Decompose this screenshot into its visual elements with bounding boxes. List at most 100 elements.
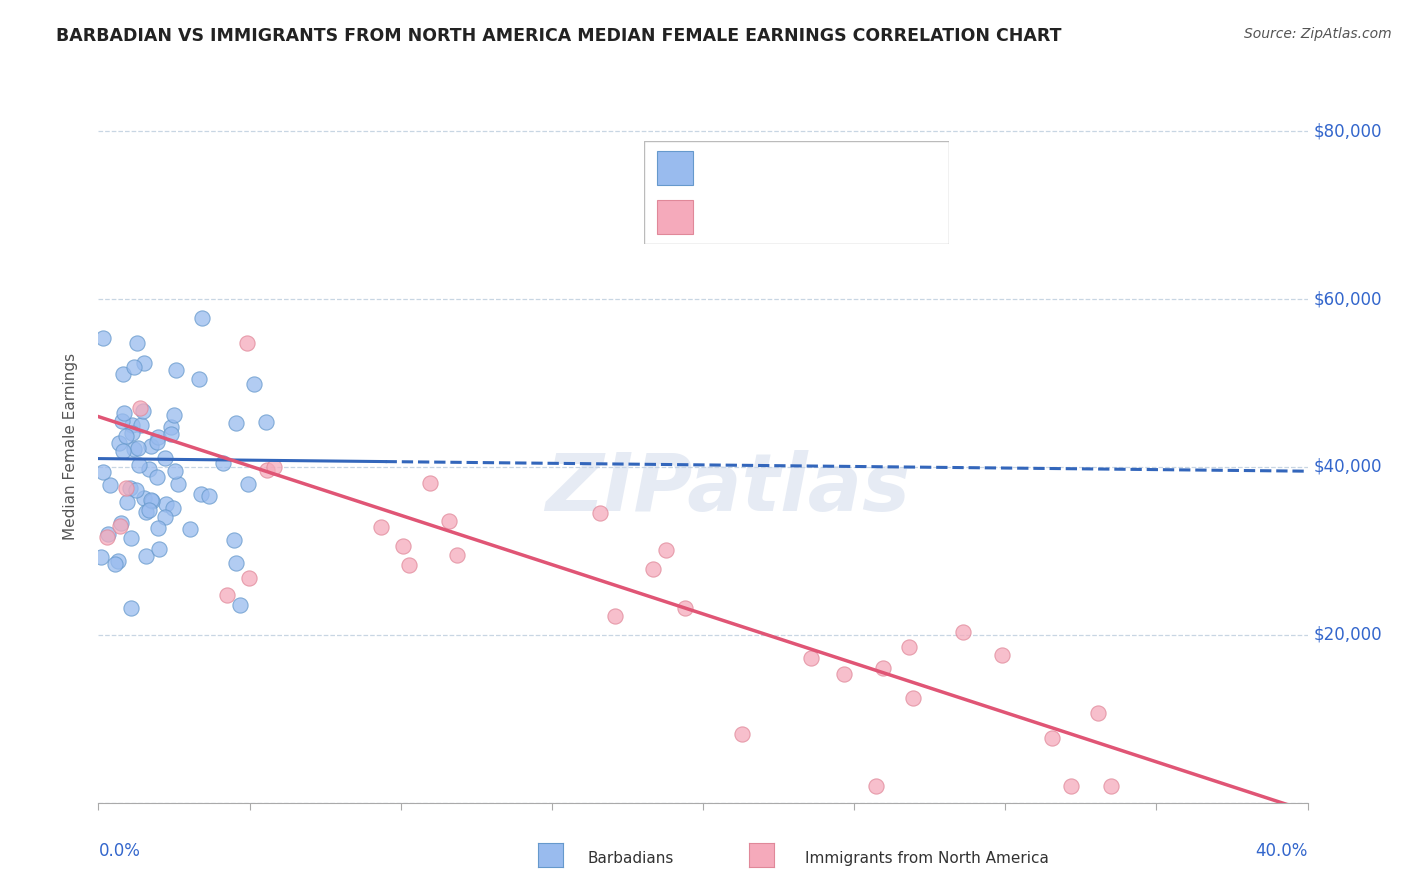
Point xyxy=(108,518,131,533)
Point xyxy=(243,376,266,391)
Point xyxy=(1087,706,1109,720)
Point xyxy=(135,504,157,518)
Point xyxy=(641,561,664,575)
Point xyxy=(398,558,420,573)
Point xyxy=(104,557,127,571)
Point xyxy=(990,648,1012,662)
Point xyxy=(153,451,176,466)
Point xyxy=(166,477,188,491)
Point xyxy=(235,336,257,351)
Text: $80,000: $80,000 xyxy=(1313,122,1382,140)
Point xyxy=(125,335,148,350)
Point xyxy=(263,460,285,475)
Point xyxy=(901,690,924,705)
Point xyxy=(215,588,238,602)
Point xyxy=(160,427,183,442)
Point xyxy=(952,624,974,639)
Point xyxy=(145,470,167,484)
Point xyxy=(93,465,115,479)
Point xyxy=(112,406,135,420)
Point xyxy=(197,489,219,503)
Point xyxy=(148,542,170,557)
Point xyxy=(115,495,138,509)
Point xyxy=(91,331,114,345)
Point xyxy=(146,521,169,535)
FancyBboxPatch shape xyxy=(657,151,693,185)
Y-axis label: Median Female Earnings: Median Female Earnings xyxy=(63,352,77,540)
Point xyxy=(146,435,169,450)
Point xyxy=(120,601,142,615)
Text: ZIPatlas: ZIPatlas xyxy=(544,450,910,528)
Point xyxy=(139,439,162,453)
Point xyxy=(446,548,468,562)
Point xyxy=(254,415,277,429)
Point xyxy=(163,408,186,422)
Point xyxy=(155,509,177,524)
Point xyxy=(132,356,155,370)
Point xyxy=(148,430,170,444)
Point xyxy=(111,414,134,428)
Point xyxy=(111,367,134,381)
Point xyxy=(589,506,612,520)
Point xyxy=(115,481,138,495)
FancyBboxPatch shape xyxy=(657,200,693,234)
Point xyxy=(238,570,260,584)
Text: Barbadians: Barbadians xyxy=(588,851,673,865)
Point xyxy=(191,310,214,325)
Point xyxy=(110,516,132,530)
Point xyxy=(98,478,121,492)
Text: R =: R = xyxy=(706,209,738,224)
Text: $60,000: $60,000 xyxy=(1313,290,1382,308)
Point xyxy=(107,554,129,568)
Point xyxy=(124,442,146,457)
Point xyxy=(118,481,141,495)
Point xyxy=(1040,731,1063,746)
Text: R =: R = xyxy=(706,161,738,176)
Text: $40,000: $40,000 xyxy=(1313,458,1382,476)
Point xyxy=(800,651,823,665)
Point xyxy=(121,425,143,440)
Point xyxy=(138,462,160,476)
Point xyxy=(179,522,201,536)
Point xyxy=(165,362,187,376)
Point xyxy=(120,531,142,545)
Point xyxy=(163,464,186,478)
Point xyxy=(90,549,112,564)
Point xyxy=(107,436,129,450)
Point xyxy=(229,599,252,613)
Text: N = 65: N = 65 xyxy=(834,161,891,176)
Point xyxy=(111,443,134,458)
Point xyxy=(437,514,460,528)
Point xyxy=(222,533,245,547)
Point xyxy=(655,543,678,558)
Point xyxy=(370,520,392,534)
Point xyxy=(865,779,887,793)
Point xyxy=(673,600,696,615)
Point xyxy=(132,403,155,417)
Point xyxy=(419,476,441,491)
Point xyxy=(190,487,212,501)
Point xyxy=(256,463,278,477)
Point xyxy=(731,727,754,741)
Point xyxy=(128,458,150,473)
Point xyxy=(872,661,894,675)
Point xyxy=(122,359,145,374)
Point xyxy=(125,483,148,497)
Point xyxy=(162,501,184,516)
Point xyxy=(127,441,149,455)
Point xyxy=(141,493,163,508)
Point xyxy=(115,429,138,443)
Point xyxy=(128,401,150,415)
Point xyxy=(138,503,160,517)
Text: 0.0%: 0.0% xyxy=(98,842,141,860)
Point xyxy=(160,419,183,434)
Text: N = 33: N = 33 xyxy=(834,209,891,224)
Point xyxy=(1099,779,1122,793)
Point xyxy=(188,372,211,386)
Point xyxy=(212,457,235,471)
Point xyxy=(135,549,157,563)
Point xyxy=(1060,779,1083,793)
Point xyxy=(141,492,163,507)
Text: $20,000: $20,000 xyxy=(1313,626,1382,644)
Point xyxy=(392,539,415,553)
